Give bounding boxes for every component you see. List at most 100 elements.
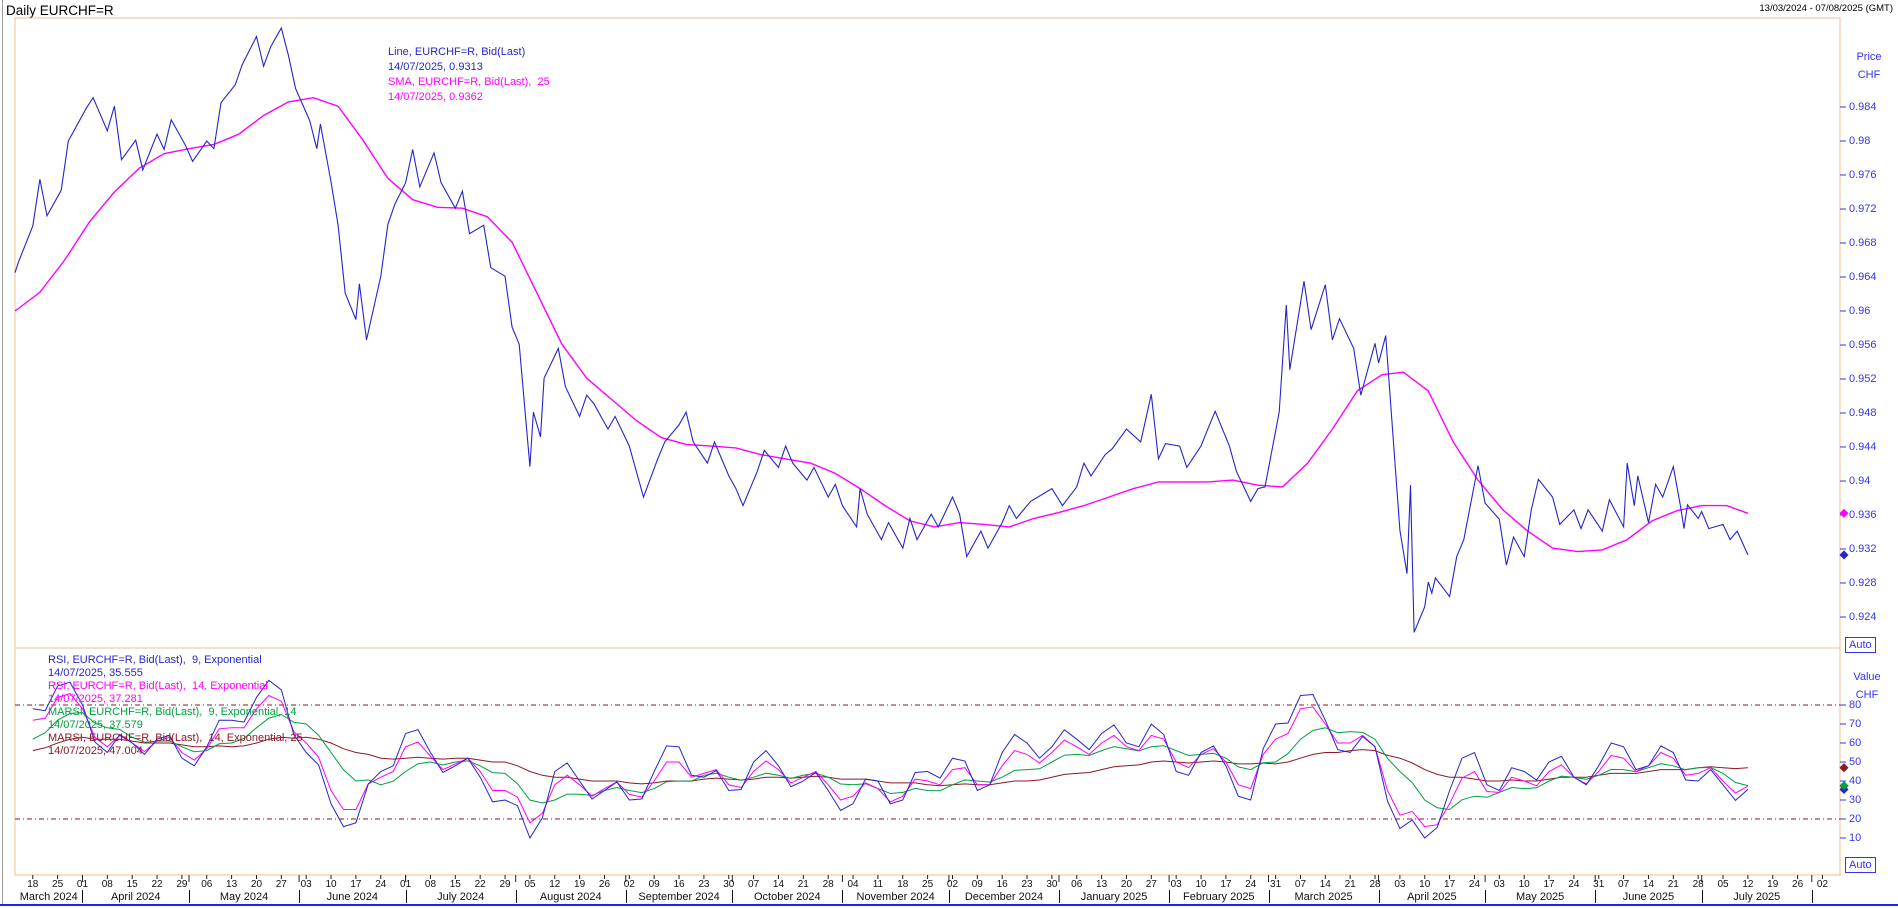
x-month-label: February 2025 — [1183, 891, 1255, 903]
price-ytick-label: 0.968 — [1849, 236, 1877, 249]
x-tick-label: 26 — [1792, 879, 1804, 890]
rsi-ytick-label: 40 — [1849, 774, 1862, 787]
x-tick-label: 28 — [822, 879, 834, 890]
price-line — [14, 26, 1749, 633]
x-tick-label: 03 — [1493, 879, 1505, 890]
x-tick-label: 16 — [996, 879, 1008, 890]
month-separator — [1485, 890, 1487, 903]
x-tick-label: 16 — [673, 879, 685, 890]
x-tick-label: 13 — [1096, 879, 1108, 890]
last-value-marker — [1839, 781, 1849, 791]
x-tick-label: 31 — [1593, 879, 1605, 890]
rsi-legend-line: MARSI, EURCHF=R, Bid(Last), 14, Exponent… — [48, 732, 303, 744]
x-tick-label: 26 — [598, 879, 611, 890]
price-axis-title: Price CHF — [1856, 51, 1882, 81]
month-separator — [405, 890, 407, 903]
rsi-ytick-label: 60 — [1849, 736, 1862, 749]
x-tick-label: 15 — [126, 879, 138, 890]
price-auto-scale-button[interactable]: Auto — [1845, 637, 1876, 653]
month-separator — [1595, 890, 1597, 903]
month-separator — [1268, 890, 1270, 903]
rsi-legend-line: 14/07/2025, 37.281 — [48, 693, 143, 705]
x-tick-label: 02 — [1816, 879, 1829, 890]
rsi-auto-scale-button[interactable]: Auto — [1845, 857, 1876, 873]
x-tick-label: 27 — [275, 879, 287, 890]
x-tick-label: 19 — [1767, 879, 1779, 890]
month-separator — [515, 890, 517, 903]
x-tick-label: 18 — [897, 879, 909, 890]
price-legend-line: 14/07/2025, 0.9362 — [388, 91, 483, 103]
x-tick-label: 24 — [375, 879, 387, 890]
x-tick-label: 06 — [1071, 879, 1083, 890]
month-separator — [299, 890, 301, 903]
price-ytick-label: 0.944 — [1849, 440, 1877, 453]
x-tick-label: 09 — [648, 879, 660, 890]
month-separator — [842, 890, 844, 903]
price-ytick-label: 0.948 — [1849, 406, 1877, 419]
rsi-ytick-label: 10 — [1849, 831, 1862, 844]
x-tick-label: 25 — [52, 879, 64, 890]
x-tick-label: 10 — [1195, 879, 1207, 890]
x-tick-label: 14 — [772, 879, 785, 890]
x-tick-label: 03 — [1394, 879, 1406, 890]
x-tick-label: 24 — [1468, 879, 1481, 890]
price-legend-line: SMA, EURCHF=R, Bid(Last), 25 — [388, 76, 550, 88]
x-tick-label: 10 — [1518, 879, 1530, 890]
x-tick-label: 29 — [499, 879, 511, 890]
x-tick-label: 10 — [325, 879, 337, 890]
price-ytick-label: 0.952 — [1849, 372, 1877, 385]
price-ytick-label: 0.96 — [1849, 304, 1871, 317]
price-ytick-label: 0.964 — [1849, 270, 1877, 283]
x-tick-label: 31 — [1270, 879, 1282, 890]
x-tick-label: 14 — [1319, 879, 1331, 890]
x-tick-label: 22 — [151, 879, 163, 890]
x-tick-label: 02 — [623, 879, 635, 890]
rsi-axis-title: Value CHF — [1853, 671, 1881, 701]
month-separator — [1701, 890, 1703, 903]
rsi-ytick-label: 50 — [1849, 755, 1862, 768]
rsi-ytick-label: 80 — [1849, 698, 1862, 711]
x-month-label: September 2024 — [638, 891, 720, 903]
x-month-label: December 2024 — [964, 891, 1044, 903]
x-tick-label: 12 — [1742, 879, 1754, 890]
price-ytick-label: 0.98 — [1849, 134, 1871, 147]
rsi-ytick-label: 20 — [1849, 812, 1862, 825]
last-value-marker — [1839, 508, 1849, 518]
x-tick-label: 24 — [1568, 879, 1580, 890]
x-tick-label: 19 — [574, 879, 586, 890]
x-tick-label: 01 — [76, 879, 89, 890]
price-ytick-label: 0.932 — [1849, 542, 1877, 555]
x-tick-label: 17 — [1543, 879, 1555, 890]
x-tick-label: 29 — [176, 879, 188, 890]
x-tick-label: 17 — [1444, 879, 1456, 890]
price-ytick-label: 0.94 — [1849, 474, 1871, 487]
x-tick-label: 12 — [549, 879, 561, 890]
rsi-legend-line: MARSI, EURCHF=R, Bid(Last), 9, Exponenti… — [48, 706, 297, 718]
x-tick-label: 24 — [1245, 879, 1257, 890]
x-tick-label: 21 — [1344, 879, 1356, 890]
x-month-label: June 2024 — [326, 891, 379, 903]
x-month-label: March 2024 — [19, 891, 78, 903]
x-tick-label: 11 — [872, 879, 884, 890]
price-panel-frame — [14, 17, 1841, 649]
sma-line — [14, 96, 1749, 553]
x-tick-label: 20 — [1120, 879, 1133, 890]
x-tick-label: 30 — [723, 879, 735, 890]
x-month-label: October 2024 — [754, 891, 821, 903]
month-separator — [732, 890, 734, 903]
x-tick-label: 07 — [1294, 879, 1307, 890]
rsi-series-line — [32, 679, 1749, 840]
x-tick-label: 22 — [474, 879, 486, 890]
month-separator — [625, 890, 627, 903]
x-month-label: April 2025 — [1407, 891, 1457, 903]
price-ytick-label: 0.936 — [1849, 508, 1877, 521]
last-value-marker — [1839, 550, 1849, 560]
x-tick-label: 23 — [698, 879, 710, 890]
price-ytick-label: 0.924 — [1849, 610, 1877, 623]
x-tick-label: 15 — [449, 879, 461, 890]
x-month-label: July 2025 — [1733, 891, 1781, 903]
rsi-series-line — [32, 712, 1749, 811]
x-month-label: November 2024 — [856, 891, 935, 903]
